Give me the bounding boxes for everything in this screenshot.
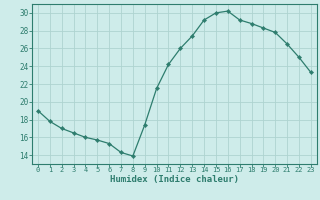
X-axis label: Humidex (Indice chaleur): Humidex (Indice chaleur): [110, 175, 239, 184]
